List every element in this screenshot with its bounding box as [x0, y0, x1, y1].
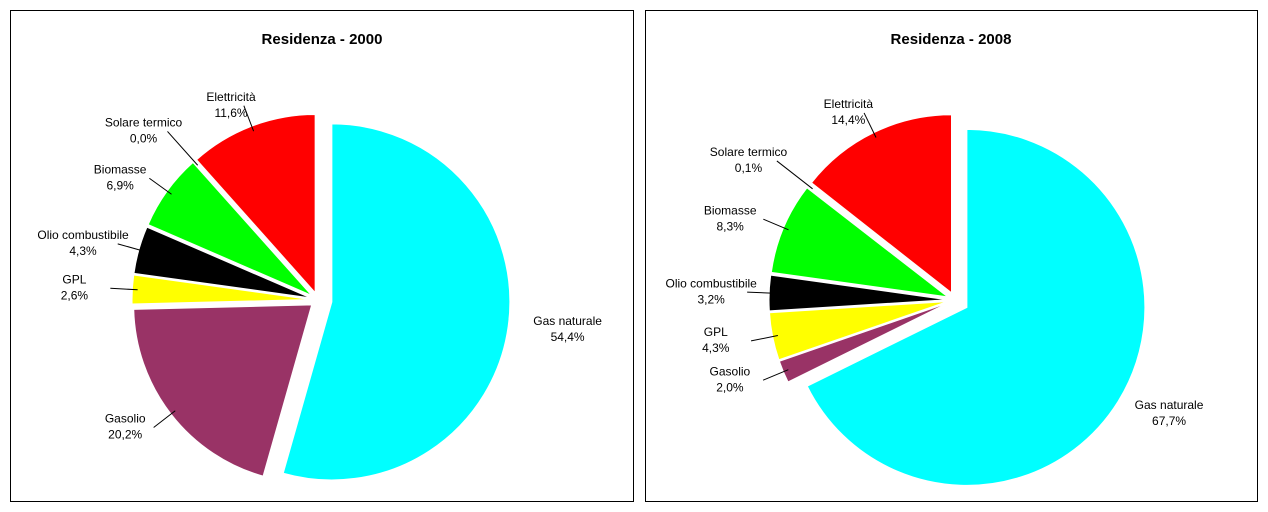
slice-value: 4,3% — [69, 244, 97, 258]
leader-line — [750, 335, 778, 342]
slice-value: 2,0% — [716, 380, 744, 394]
leader-line — [762, 369, 789, 381]
leader-line — [776, 160, 813, 190]
slice-value: 67,7% — [1152, 414, 1186, 428]
leader-line — [243, 105, 255, 132]
leader-line — [763, 218, 789, 231]
leader-line — [863, 112, 877, 138]
slice-label: GPL — [704, 325, 728, 339]
slice-label: Olio combustibile — [665, 276, 757, 290]
slice-label: Olio combustibile — [37, 228, 129, 242]
slice-label: Biomasse — [94, 162, 147, 176]
slice-value: 20,2% — [108, 428, 142, 442]
slice-label: Solare termico — [105, 116, 183, 130]
slice-value: 3,2% — [697, 292, 725, 306]
slice-label: Gas naturale — [533, 314, 602, 328]
slice-value: 0,1% — [735, 161, 763, 175]
slice-label: GPL — [62, 272, 86, 286]
leader-line — [117, 243, 145, 252]
slice-value: 4,3% — [702, 341, 730, 355]
slice-value: 8,3% — [716, 219, 744, 233]
slice-label: Biomasse — [704, 203, 757, 217]
slice-value: 11,6% — [214, 106, 247, 120]
pie-slice — [806, 128, 1146, 486]
leader-line — [149, 177, 172, 195]
slice-label: Solare termico — [710, 145, 788, 159]
slice-value: 0,0% — [130, 132, 158, 146]
slice-label: Gasolio — [710, 364, 751, 378]
leader-line — [167, 131, 199, 166]
slice-value: 14,4% — [831, 113, 865, 127]
slice-value: 54,4% — [551, 330, 585, 344]
slice-label: Elettricità — [824, 97, 874, 111]
slice-label: Gasolio — [105, 412, 146, 426]
leader-line — [153, 410, 176, 428]
slice-label: Elettricità — [206, 90, 256, 104]
leader-line — [747, 291, 775, 294]
leader-line — [110, 287, 138, 291]
chart-title: Residenza - 2000 — [262, 31, 383, 48]
slice-label: Gas naturale — [1135, 398, 1204, 412]
slice-value: 2,6% — [61, 288, 89, 302]
pie-slice — [282, 123, 511, 481]
slice-value: 6,9% — [106, 178, 134, 192]
chart-title: Residenza - 2008 — [891, 31, 1012, 48]
